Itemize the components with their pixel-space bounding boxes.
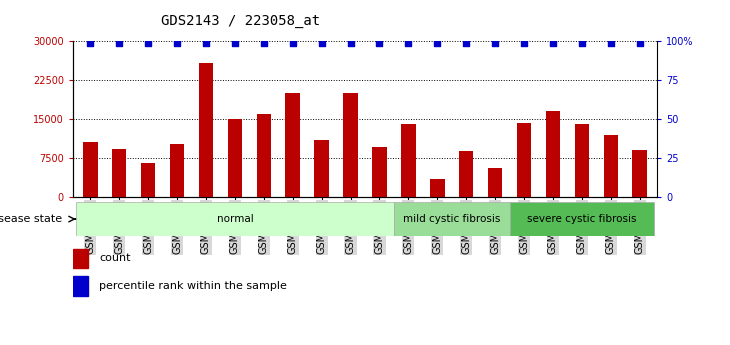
Bar — [73, 249, 88, 268]
Bar — [83, 142, 98, 197]
Bar — [73, 276, 88, 296]
Point — [489, 40, 501, 46]
Bar — [343, 93, 358, 197]
Point — [200, 40, 212, 46]
Bar — [517, 123, 531, 197]
Text: GDS2143 / 223058_at: GDS2143 / 223058_at — [161, 13, 320, 28]
Point — [172, 40, 183, 46]
Point — [402, 40, 414, 46]
Bar — [285, 93, 300, 197]
Bar — [372, 148, 387, 197]
Bar — [546, 111, 560, 197]
Bar — [430, 179, 445, 197]
Text: count: count — [99, 254, 131, 263]
Point — [113, 40, 125, 46]
Point — [461, 40, 472, 46]
Bar — [394, 202, 510, 236]
Bar — [141, 163, 155, 197]
Text: disease state: disease state — [0, 214, 62, 224]
Bar — [402, 124, 415, 197]
Bar — [315, 140, 328, 197]
Bar — [112, 149, 126, 197]
Bar — [199, 63, 213, 197]
Bar — [459, 151, 474, 197]
Text: percentile rank within the sample: percentile rank within the sample — [99, 281, 287, 291]
Bar — [488, 168, 502, 197]
Bar — [256, 114, 271, 197]
Point — [258, 40, 269, 46]
Point — [85, 40, 96, 46]
Point — [576, 40, 588, 46]
Point — [229, 40, 241, 46]
Point — [605, 40, 617, 46]
Point — [547, 40, 558, 46]
Text: mild cystic fibrosis: mild cystic fibrosis — [403, 214, 501, 224]
Point — [142, 40, 154, 46]
Bar — [510, 202, 654, 236]
Text: normal: normal — [217, 214, 253, 224]
Point — [345, 40, 356, 46]
Text: severe cystic fibrosis: severe cystic fibrosis — [527, 214, 637, 224]
Point — [518, 40, 530, 46]
Bar — [76, 202, 394, 236]
Bar — [575, 124, 589, 197]
Bar — [228, 119, 242, 197]
Point — [316, 40, 328, 46]
Point — [287, 40, 299, 46]
Bar — [604, 135, 618, 197]
Bar — [170, 144, 184, 197]
Point — [634, 40, 645, 46]
Point — [431, 40, 443, 46]
Point — [374, 40, 385, 46]
Bar — [632, 150, 647, 197]
